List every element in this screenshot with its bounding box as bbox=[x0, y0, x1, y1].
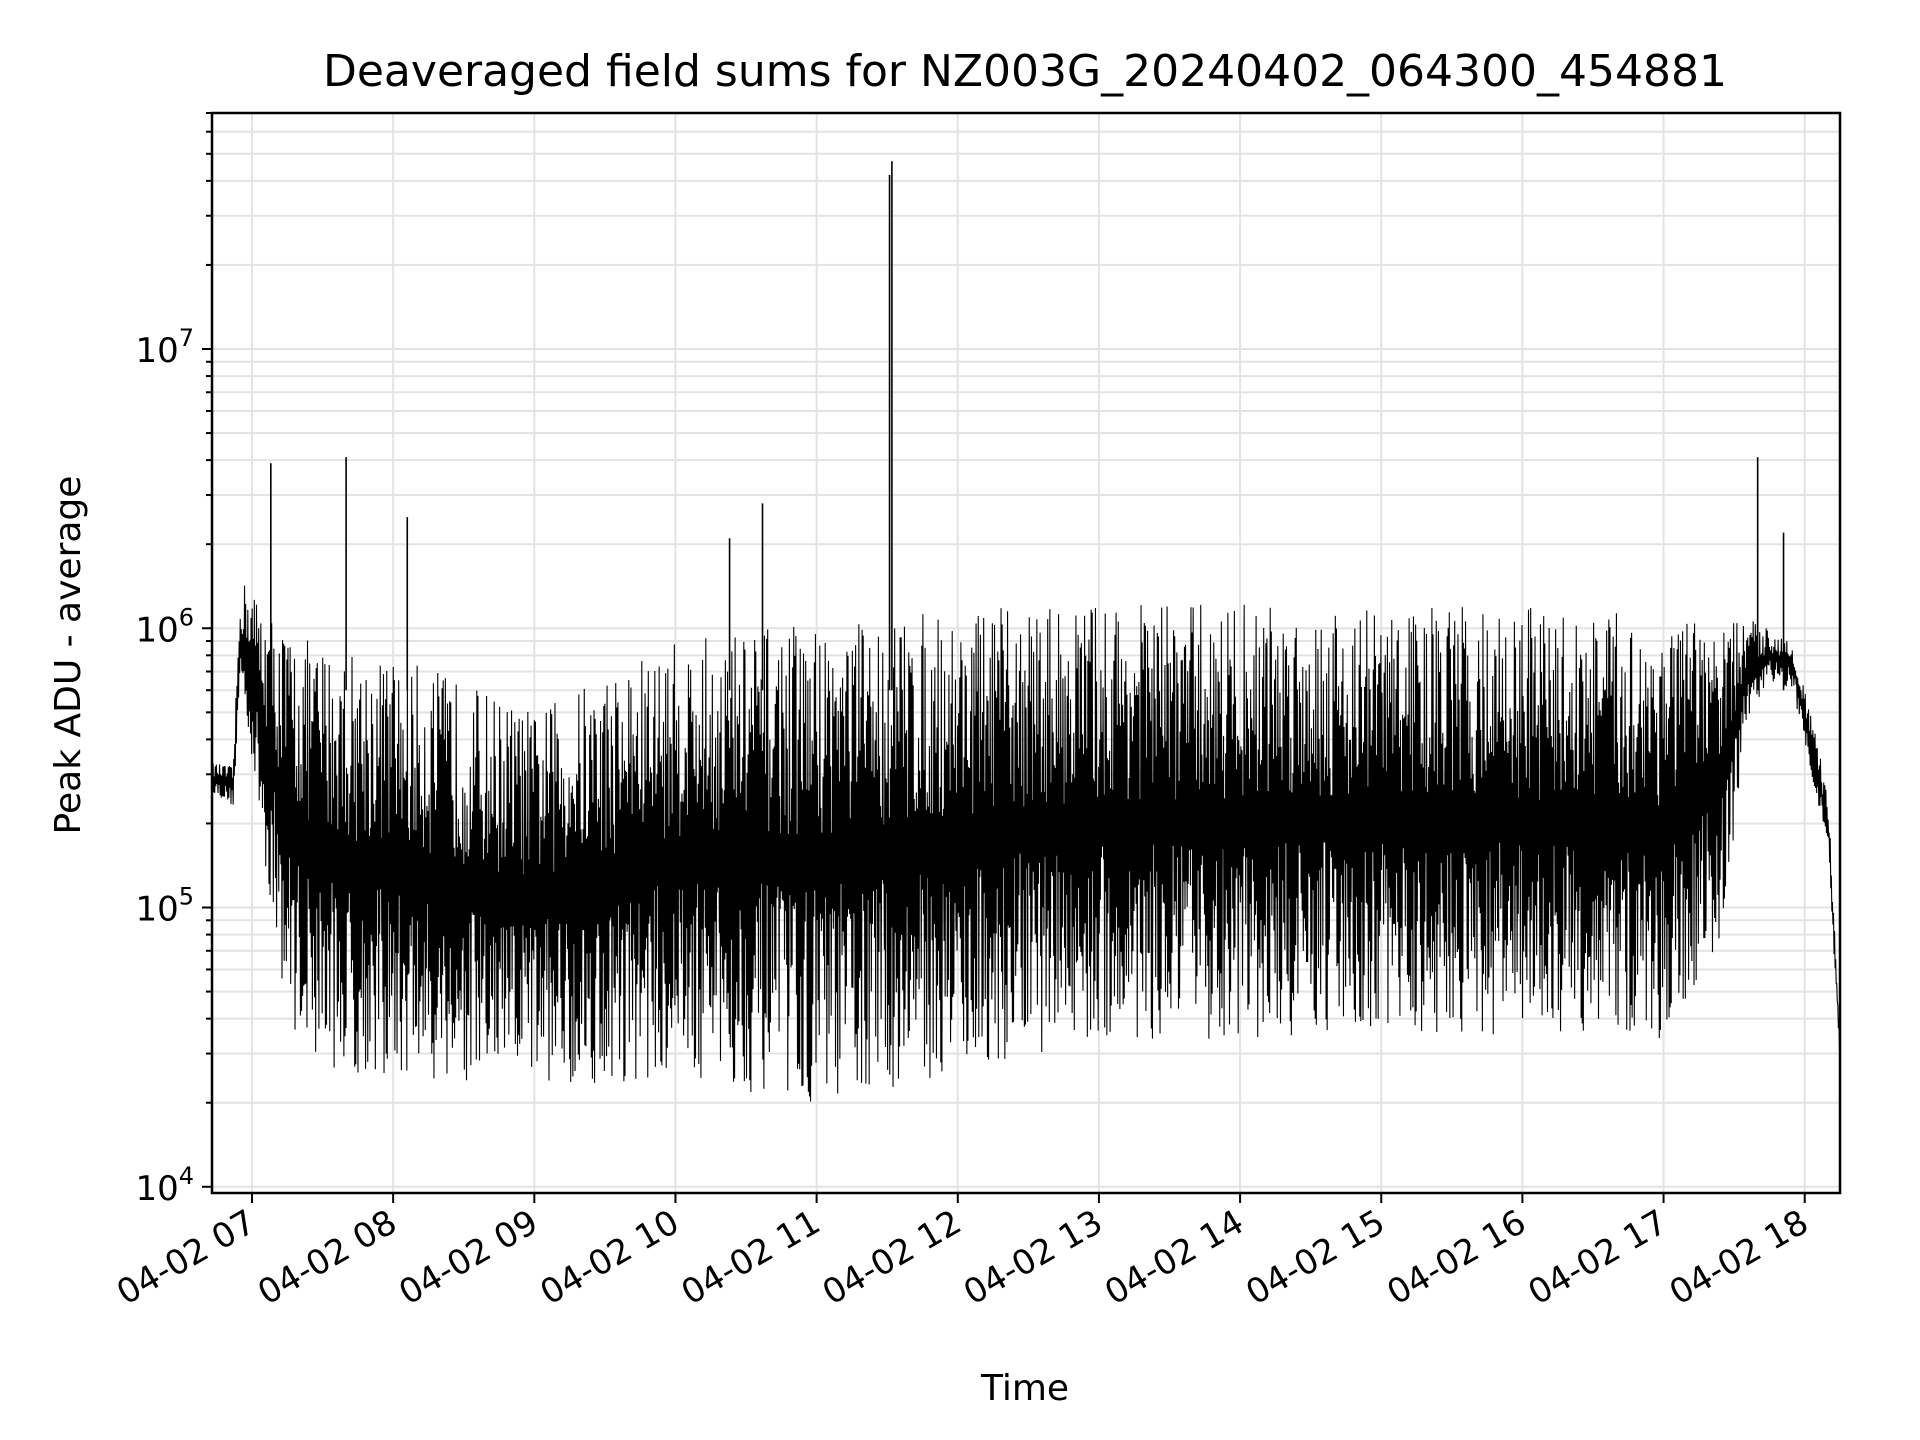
x-tick-label: 04-02 13 bbox=[957, 1202, 1109, 1313]
y-axis-title: Peak ADU - average bbox=[48, 476, 89, 835]
x-tick-label: 04-02 16 bbox=[1381, 1202, 1533, 1313]
x-tick-label: 04-02 08 bbox=[251, 1202, 403, 1313]
x-tick-label: 04-02 18 bbox=[1663, 1202, 1815, 1313]
chart-title: Deaveraged field sums for NZ003G_2024040… bbox=[323, 46, 1727, 97]
x-axis-title: Time bbox=[980, 1368, 1069, 1409]
x-tick-label: 04-02 09 bbox=[392, 1202, 544, 1313]
x-tick-label: 04-02 10 bbox=[534, 1202, 686, 1313]
x-tick-label: 04-02 11 bbox=[675, 1202, 827, 1313]
data-series bbox=[211, 161, 1841, 1102]
x-tick-label: 04-02 14 bbox=[1098, 1202, 1250, 1313]
x-tick-label: 04-02 12 bbox=[816, 1202, 968, 1313]
x-tick-label: 04-02 17 bbox=[1522, 1202, 1674, 1313]
x-tick-label: 04-02 15 bbox=[1239, 1202, 1391, 1313]
data-trace bbox=[211, 585, 1841, 1102]
y-tick-label: 104 bbox=[135, 1162, 194, 1209]
x-tick-label: 04-02 07 bbox=[110, 1202, 262, 1313]
plot-frame bbox=[210, 111, 1842, 1195]
y-tick-label: 106 bbox=[135, 603, 194, 650]
y-tick-label: 107 bbox=[135, 324, 194, 371]
y-tick-label: 105 bbox=[135, 883, 194, 930]
